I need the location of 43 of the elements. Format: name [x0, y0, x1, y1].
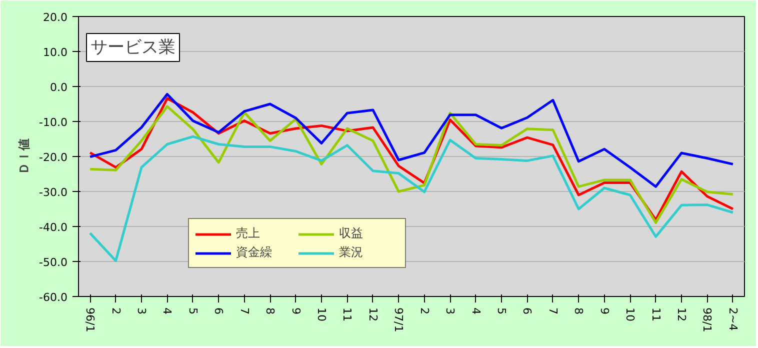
- x-tick-label: 6: [212, 308, 226, 314]
- y-axis-title: ＤＩ値: [17, 138, 32, 174]
- y-tick-label: 20.0: [43, 11, 68, 24]
- x-tick-label: 2: [109, 308, 122, 314]
- legend-label: 業況: [339, 244, 364, 261]
- x-tick-label: 8: [264, 308, 277, 314]
- x-tick-label: 3: [444, 308, 457, 314]
- y-tick-label: 10.0: [43, 46, 68, 59]
- y-tick-label: -40.0: [39, 221, 68, 234]
- x-tick-label: 3: [135, 308, 148, 314]
- x-tick-label: 11: [649, 308, 662, 322]
- legend-label: 収益: [339, 225, 364, 242]
- x-tick-label: 5: [186, 308, 200, 314]
- x-tick-label: 10: [624, 308, 637, 322]
- x-tick-label: 2~4: [726, 308, 740, 331]
- y-tick-label: 0.0: [50, 81, 68, 94]
- text: サービス業: [90, 38, 176, 58]
- x-tick-label: 97/1: [392, 308, 406, 332]
- legend-label: 売上: [236, 225, 261, 242]
- x-tick-label: 12: [675, 308, 688, 322]
- y-tick-label: -10.0: [39, 116, 68, 129]
- line-series: [88, 135, 734, 262]
- x-tick-label: 8: [572, 308, 586, 314]
- y-tick-label: -60.0: [39, 291, 68, 304]
- x-tick-label: 4: [469, 308, 482, 314]
- x-tick-label: 7: [546, 308, 560, 314]
- x-tick-label: 6: [520, 308, 534, 314]
- legend-label: 資金繰: [236, 244, 273, 261]
- y-tick-label: -50.0: [39, 256, 68, 269]
- x-tick-label: 5: [495, 308, 508, 314]
- y-tick-label: -20.0: [39, 151, 68, 164]
- x-tick-label: 11: [340, 308, 354, 322]
- line-series: [88, 92, 734, 188]
- y-tick-label: -30.0: [39, 186, 68, 199]
- x-tick-label: 98/1: [700, 308, 714, 332]
- x-tick-label: 7: [238, 308, 251, 314]
- x-tick-label: 4: [160, 308, 174, 314]
- x-tick-label: 12: [366, 308, 380, 322]
- x-tick-label: 9: [598, 308, 611, 314]
- x-tick-label: 9: [289, 308, 302, 314]
- x-tick-label: 10: [315, 308, 328, 322]
- x-tick-label: 2: [418, 308, 431, 314]
- x-tick-label: 96/1: [84, 308, 97, 332]
